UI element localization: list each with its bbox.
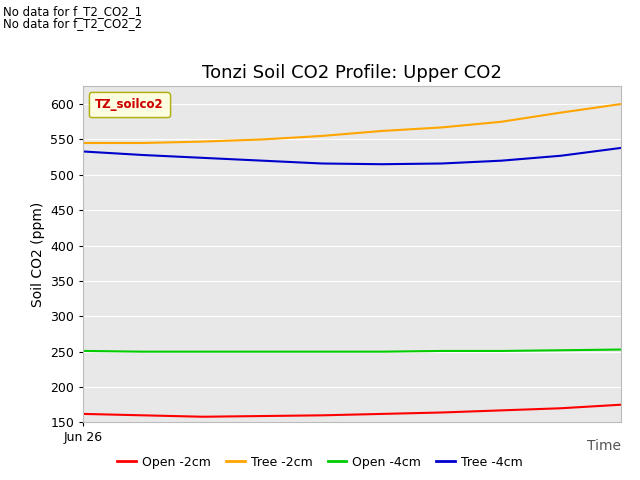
Y-axis label: Soil CO2 (ppm): Soil CO2 (ppm): [31, 202, 45, 307]
Text: Time: Time: [587, 439, 621, 453]
Text: No data for f_T2_CO2_2: No data for f_T2_CO2_2: [3, 17, 142, 30]
Legend: TZ_soilco2: TZ_soilco2: [89, 92, 170, 117]
Title: Tonzi Soil CO2 Profile: Upper CO2: Tonzi Soil CO2 Profile: Upper CO2: [202, 64, 502, 82]
Legend: Open -2cm, Tree -2cm, Open -4cm, Tree -4cm: Open -2cm, Tree -2cm, Open -4cm, Tree -4…: [112, 451, 528, 474]
Text: No data for f_T2_CO2_1: No data for f_T2_CO2_1: [3, 5, 142, 18]
